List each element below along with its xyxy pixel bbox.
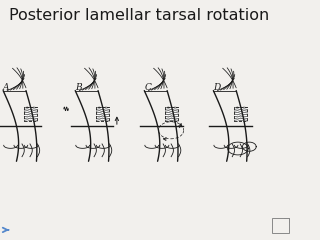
Bar [165, 107, 178, 121]
Text: B: B [75, 83, 82, 92]
Bar [235, 107, 247, 121]
Text: A: A [3, 83, 10, 92]
Bar [96, 107, 109, 121]
Text: C: C [144, 83, 151, 92]
Text: Posterior lamellar tarsal rotation: Posterior lamellar tarsal rotation [9, 8, 269, 24]
Bar [24, 107, 37, 121]
Text: D: D [213, 83, 220, 92]
